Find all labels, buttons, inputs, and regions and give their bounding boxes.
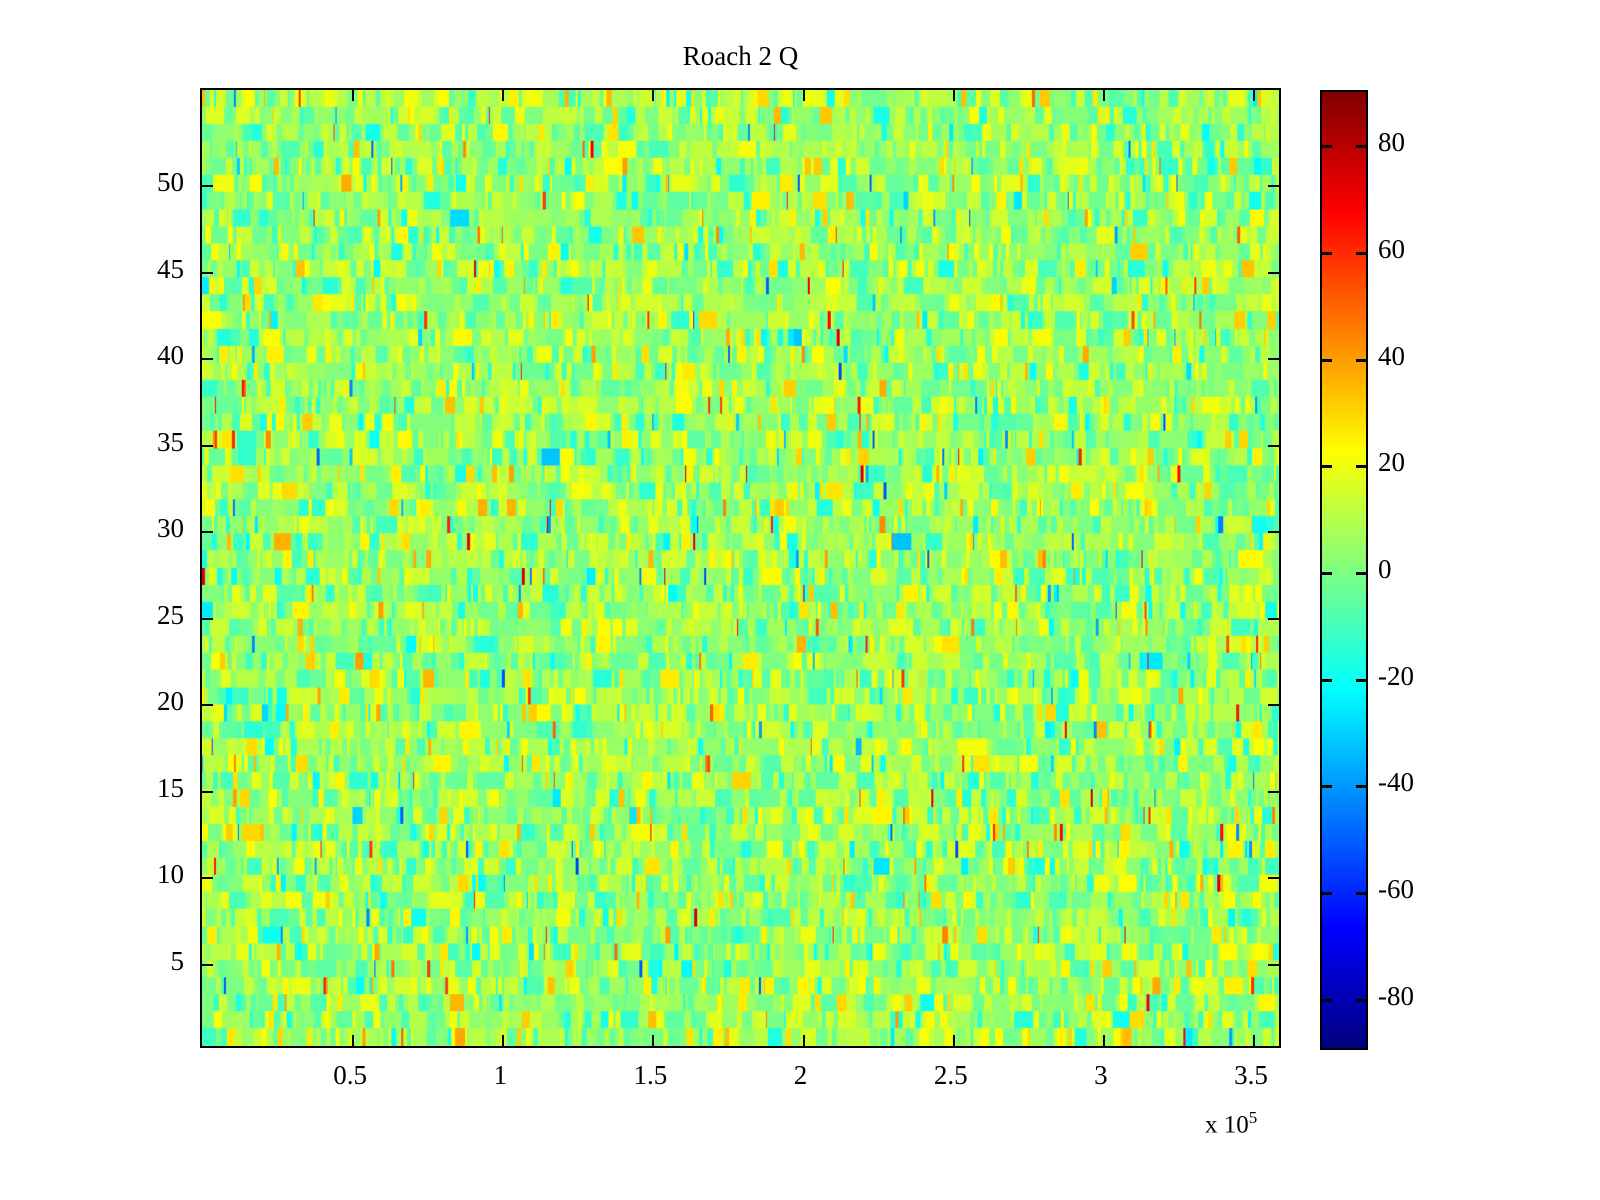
page-title: Roach 2 Q xyxy=(682,41,799,71)
colorbar-tick-label: -20 xyxy=(1378,660,1414,691)
colorbar xyxy=(1320,90,1368,1050)
x-axis-exponent-base: x 10 xyxy=(1205,1111,1249,1139)
colorbar-tick-label: 0 xyxy=(1378,554,1392,584)
x-axis-tick xyxy=(652,1035,655,1046)
x-axis-tick-label: 0.5 xyxy=(333,1060,367,1090)
y-axis-tick xyxy=(202,963,213,966)
y-axis-tick-label: 50 xyxy=(157,167,184,198)
y-axis-tick-label: 45 xyxy=(157,253,184,284)
y-axis-tick-label: 35 xyxy=(157,426,184,457)
x-axis-tick-label: 3.5 xyxy=(1234,1060,1268,1090)
y-axis-tick xyxy=(202,704,213,707)
x-axis-tick xyxy=(802,1035,805,1046)
colorbar-tick-label: 80 xyxy=(1378,127,1405,158)
x-axis-tick-mirror xyxy=(352,90,355,101)
y-axis-tick-mirror xyxy=(1268,617,1279,620)
colorbar-tick xyxy=(1322,358,1332,362)
x-axis-exponent-power: 5 xyxy=(1248,1108,1258,1127)
y-axis-tick-mirror xyxy=(1268,185,1279,188)
colorbar-tick xyxy=(1322,145,1332,149)
heatmap-image xyxy=(202,90,1279,1046)
y-axis-tick-label: 30 xyxy=(157,513,184,544)
y-axis-tick-label: 25 xyxy=(157,599,184,630)
y-axis-tick xyxy=(202,877,213,880)
y-axis-tick-mirror xyxy=(1268,444,1279,447)
colorbar-tick xyxy=(1322,465,1332,469)
y-axis-tick-mirror xyxy=(1268,531,1279,534)
x-axis-tick-label: 1 xyxy=(493,1060,508,1090)
colorbar-gradient xyxy=(1322,92,1366,1048)
y-axis-tick xyxy=(202,271,213,274)
x-axis-tick xyxy=(1252,1035,1255,1046)
colorbar-tick-label: 60 xyxy=(1378,234,1405,264)
y-axis-tick-mirror xyxy=(1268,358,1279,361)
x-axis-tick-label: 1.5 xyxy=(633,1060,668,1090)
y-axis-tick-label: 40 xyxy=(157,340,184,371)
x-axis-tick-mirror xyxy=(952,90,955,101)
y-axis-tick-mirror xyxy=(1268,790,1279,793)
colorbar-tick-label: -80 xyxy=(1378,980,1414,1011)
x-axis-tick-mirror xyxy=(1102,90,1105,101)
y-axis-tick-mirror xyxy=(1268,963,1279,966)
y-axis-tick-label: 20 xyxy=(157,686,184,717)
colorbar-tick xyxy=(1322,572,1332,575)
colorbar-tick-mirror xyxy=(1356,465,1366,469)
x-axis-tick-mirror xyxy=(1252,90,1255,101)
heatmap-plot-area xyxy=(200,88,1281,1048)
colorbar-tick-mirror xyxy=(1356,145,1366,149)
y-axis-tick-mirror xyxy=(1268,877,1279,880)
y-axis-tick xyxy=(202,185,213,188)
colorbar-tick xyxy=(1322,785,1332,789)
x-axis-tick-mirror xyxy=(802,90,805,101)
colorbar-tick-mirror xyxy=(1356,252,1366,255)
colorbar-tick xyxy=(1322,892,1332,895)
x-axis-tick xyxy=(502,1035,505,1046)
colorbar-tick-mirror xyxy=(1356,358,1366,362)
colorbar-tick-label: 40 xyxy=(1378,340,1405,371)
colorbar-tick-mirror xyxy=(1356,998,1366,1002)
x-axis-tick-label: 2.5 xyxy=(933,1060,968,1090)
x-axis-tick xyxy=(1102,1035,1105,1046)
y-axis-tick xyxy=(202,790,213,793)
colorbar-tick xyxy=(1322,678,1332,682)
colorbar-tick-mirror xyxy=(1356,785,1366,789)
y-axis-tick-label: 10 xyxy=(157,859,184,890)
colorbar-tick xyxy=(1322,252,1332,255)
y-axis-tick-label: 15 xyxy=(157,772,184,803)
x-axis-tick xyxy=(352,1035,355,1046)
y-axis-tick-label: 5 xyxy=(170,945,185,976)
y-axis-tick xyxy=(202,531,213,534)
x-axis-exponent-label: x 105 xyxy=(1205,1105,1257,1137)
colorbar-tick-label: -40 xyxy=(1378,767,1414,798)
colorbar-tick xyxy=(1322,998,1332,1002)
colorbar-tick-mirror xyxy=(1356,572,1366,575)
colorbar-tick-mirror xyxy=(1356,678,1366,682)
y-axis-tick-mirror xyxy=(1268,704,1279,707)
y-axis-tick xyxy=(202,617,213,620)
colorbar-tick-label: -60 xyxy=(1378,874,1414,904)
x-axis-tick-label: 2 xyxy=(793,1060,808,1090)
x-axis-tick xyxy=(952,1035,955,1046)
colorbar-tick-label: 20 xyxy=(1378,447,1405,478)
x-axis-tick-mirror xyxy=(502,90,505,101)
colorbar-tick-mirror xyxy=(1356,892,1366,895)
x-axis-tick-label: 3 xyxy=(1094,1060,1108,1090)
y-axis-tick xyxy=(202,444,213,447)
x-axis-tick-mirror xyxy=(652,90,655,101)
y-axis-tick xyxy=(202,358,213,361)
y-axis-tick-mirror xyxy=(1268,271,1279,274)
